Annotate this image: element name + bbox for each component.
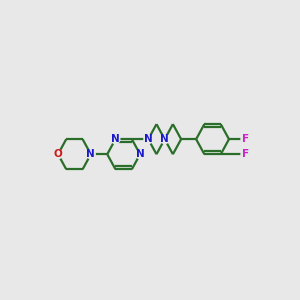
Circle shape — [241, 150, 250, 159]
Text: N: N — [160, 134, 169, 144]
Circle shape — [54, 150, 62, 159]
Text: N: N — [111, 134, 120, 144]
Circle shape — [144, 135, 153, 144]
Text: F: F — [242, 134, 249, 144]
Text: N: N — [136, 149, 144, 159]
Text: O: O — [54, 149, 62, 159]
Circle shape — [136, 150, 145, 159]
Circle shape — [86, 150, 95, 159]
Circle shape — [160, 135, 169, 144]
Text: N: N — [86, 149, 95, 159]
Text: F: F — [242, 149, 249, 159]
Circle shape — [111, 135, 120, 144]
Circle shape — [241, 135, 250, 144]
Text: N: N — [144, 134, 153, 144]
